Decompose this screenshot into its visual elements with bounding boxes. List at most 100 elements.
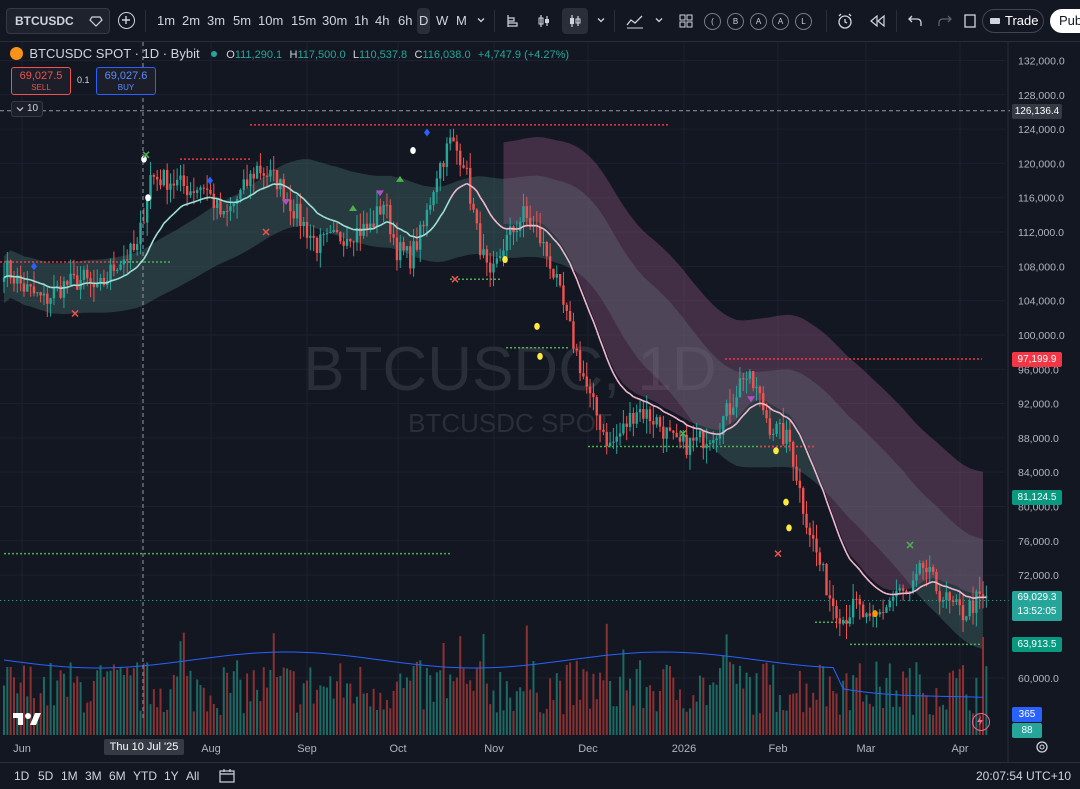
range-1y[interactable]: 1Y: [164, 767, 179, 785]
hollow-candles-icon[interactable]: [562, 8, 588, 34]
volume-bar: [779, 695, 781, 735]
redo-icon[interactable]: [934, 8, 956, 34]
low-level-price-label: 63,913.5: [1012, 637, 1062, 652]
add-symbol-icon[interactable]: [118, 12, 135, 29]
candle-body: [123, 259, 125, 264]
interval-2m[interactable]: 2m: [180, 8, 202, 34]
range-1m[interactable]: 1M: [61, 767, 78, 785]
settings-gear-icon[interactable]: [1035, 740, 1049, 754]
bars-style-icon[interactable]: [502, 8, 524, 34]
layout-grid-icon[interactable]: [676, 8, 696, 34]
indicator-template-button[interactable]: B: [727, 13, 744, 30]
candle-body: [522, 206, 524, 222]
interval-d[interactable]: D: [417, 8, 430, 34]
ema-line: [653, 406, 656, 407]
indicator-template-button[interactable]: L: [795, 13, 812, 30]
interval-3m[interactable]: 3m: [205, 8, 227, 34]
clock[interactable]: 20:07:54 UTC+10: [976, 767, 1071, 785]
interval-1h[interactable]: 1h: [352, 8, 370, 34]
candle-body: [955, 599, 957, 602]
interval-dropdown-icon[interactable]: [474, 8, 488, 34]
ema-line: [111, 280, 114, 281]
candle-body: [839, 618, 841, 623]
alert-icon[interactable]: [834, 8, 856, 34]
buy-price: 69,027.6: [97, 70, 155, 82]
candle-body: [945, 592, 947, 600]
interval-6h[interactable]: 6h: [396, 8, 414, 34]
range-6m[interactable]: 6M: [109, 767, 126, 785]
candle-body: [802, 488, 804, 514]
ema-line: [673, 416, 676, 418]
trade-button[interactable]: Trade: [982, 9, 1044, 33]
indicators-collapse-button[interactable]: 10: [11, 101, 43, 117]
indicators-dropdown-icon[interactable]: [652, 8, 666, 34]
indicator-template-button[interactable]: A: [750, 13, 767, 30]
candle-body: [422, 225, 424, 226]
candle-body: [782, 423, 784, 444]
range-1d[interactable]: 1D: [14, 767, 29, 785]
candle-body: [449, 138, 451, 144]
interval-15m[interactable]: 15m: [289, 8, 318, 34]
interval-5m[interactable]: 5m: [231, 8, 253, 34]
interval-1m[interactable]: 1m: [155, 8, 177, 34]
candle-body: [119, 264, 121, 269]
range-all[interactable]: All: [186, 767, 199, 785]
chart-type-dropdown-icon[interactable]: [594, 8, 608, 34]
range-5d[interactable]: 5D: [38, 767, 53, 785]
ema-line: [177, 207, 180, 210]
range-ytd[interactable]: YTD: [133, 767, 157, 785]
indicators-icon[interactable]: [624, 8, 646, 34]
candle-body: [725, 403, 727, 416]
interval-30m[interactable]: 30m: [320, 8, 349, 34]
interval-m[interactable]: M: [454, 8, 469, 34]
time-tick: Nov: [484, 743, 504, 755]
candles-style-icon[interactable]: [533, 8, 555, 34]
volume-bar: [752, 715, 754, 735]
candle-body: [692, 438, 694, 441]
interval-w[interactable]: W: [434, 8, 450, 34]
range-3m[interactable]: 3M: [85, 767, 102, 785]
volume-bar: [389, 708, 391, 735]
volume-bar: [90, 701, 92, 735]
publish-button[interactable]: Pub: [1050, 9, 1080, 33]
indicator-template-button[interactable]: A: [772, 13, 789, 30]
diamond-icon[interactable]: [89, 14, 103, 28]
candle-body: [752, 371, 754, 388]
buy-button[interactable]: 69,027.6 BUY: [96, 67, 156, 95]
volume-bar: [822, 666, 824, 735]
volume-bar: [852, 675, 854, 735]
price-tick: 120,000.0: [1018, 158, 1065, 170]
ohlc-low: 110,537.8: [359, 49, 407, 61]
candle-body: [13, 278, 15, 283]
volume-bar: [839, 715, 841, 735]
volume-bar: [769, 685, 771, 735]
date-range-picker-icon[interactable]: [219, 768, 235, 784]
indicator-template-button[interactable]: (: [704, 13, 721, 30]
lightning-icon[interactable]: [972, 713, 990, 731]
candle-body: [929, 567, 931, 572]
candle-body: [136, 244, 138, 250]
candle-body: [732, 407, 734, 414]
symbol-search[interactable]: BTCUSDC: [6, 8, 110, 34]
sell-button[interactable]: 69,027.5 SELL: [11, 67, 71, 95]
divider: [145, 10, 146, 32]
volume-bar: [942, 705, 944, 735]
candle-body: [176, 180, 178, 186]
ema-line: [184, 204, 187, 205]
candle-body: [376, 206, 378, 227]
candle-body: [899, 588, 901, 590]
undo-icon[interactable]: [904, 8, 926, 34]
fullscreen-icon[interactable]: [962, 8, 978, 34]
ema-line: [693, 428, 696, 429]
replay-icon[interactable]: [866, 8, 888, 34]
volume-bar: [899, 707, 901, 735]
volume-bar: [170, 689, 172, 735]
candle-body: [739, 378, 741, 397]
interval-10m[interactable]: 10m: [256, 8, 285, 34]
candle-body: [665, 427, 667, 438]
ema-line: [17, 277, 20, 278]
interval-4h[interactable]: 4h: [373, 8, 391, 34]
volume-bar: [676, 700, 678, 735]
